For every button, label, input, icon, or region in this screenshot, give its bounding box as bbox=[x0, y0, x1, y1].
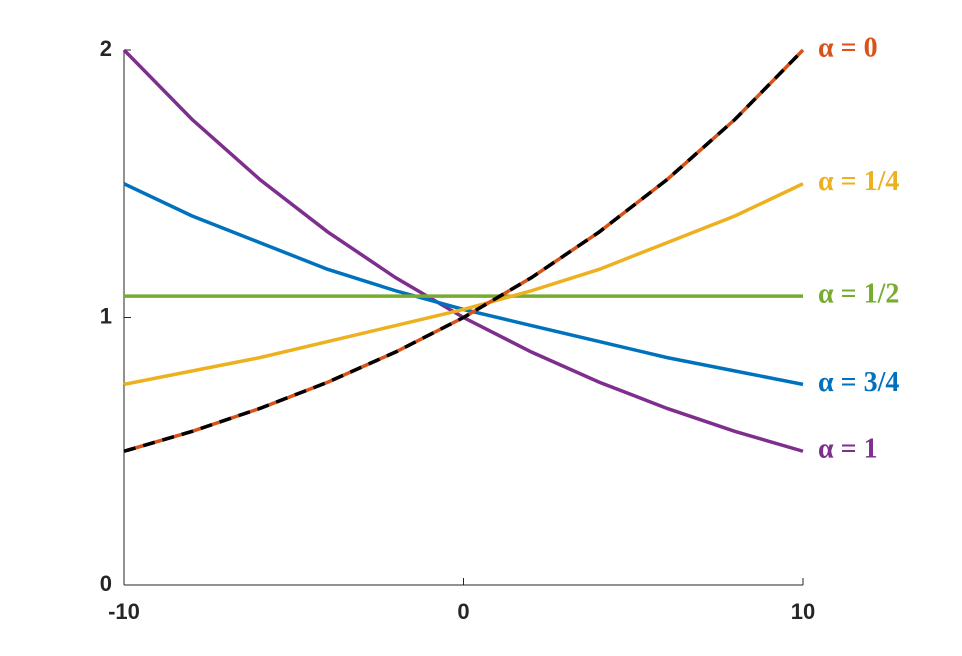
x-tick-label: 10 bbox=[791, 599, 815, 624]
y-tick-label: 1 bbox=[100, 303, 112, 328]
series-line bbox=[122, 48, 804, 453]
series-line bbox=[123, 182, 804, 387]
series-line bbox=[123, 182, 804, 387]
y-tick-label: 0 bbox=[100, 571, 112, 596]
x-tick-label: -10 bbox=[108, 599, 140, 624]
series-line bbox=[123, 48, 805, 453]
series-label: α = 1/4 bbox=[818, 166, 899, 197]
series-label: α = 3/4 bbox=[818, 367, 899, 398]
series-label: α = 1 bbox=[818, 434, 878, 465]
series-line bbox=[123, 48, 805, 453]
x-tick-label: 0 bbox=[457, 599, 469, 624]
y-tick-label: 2 bbox=[100, 36, 112, 61]
series-label: α = 1/2 bbox=[818, 279, 899, 310]
series-label: α = 0 bbox=[818, 32, 878, 63]
